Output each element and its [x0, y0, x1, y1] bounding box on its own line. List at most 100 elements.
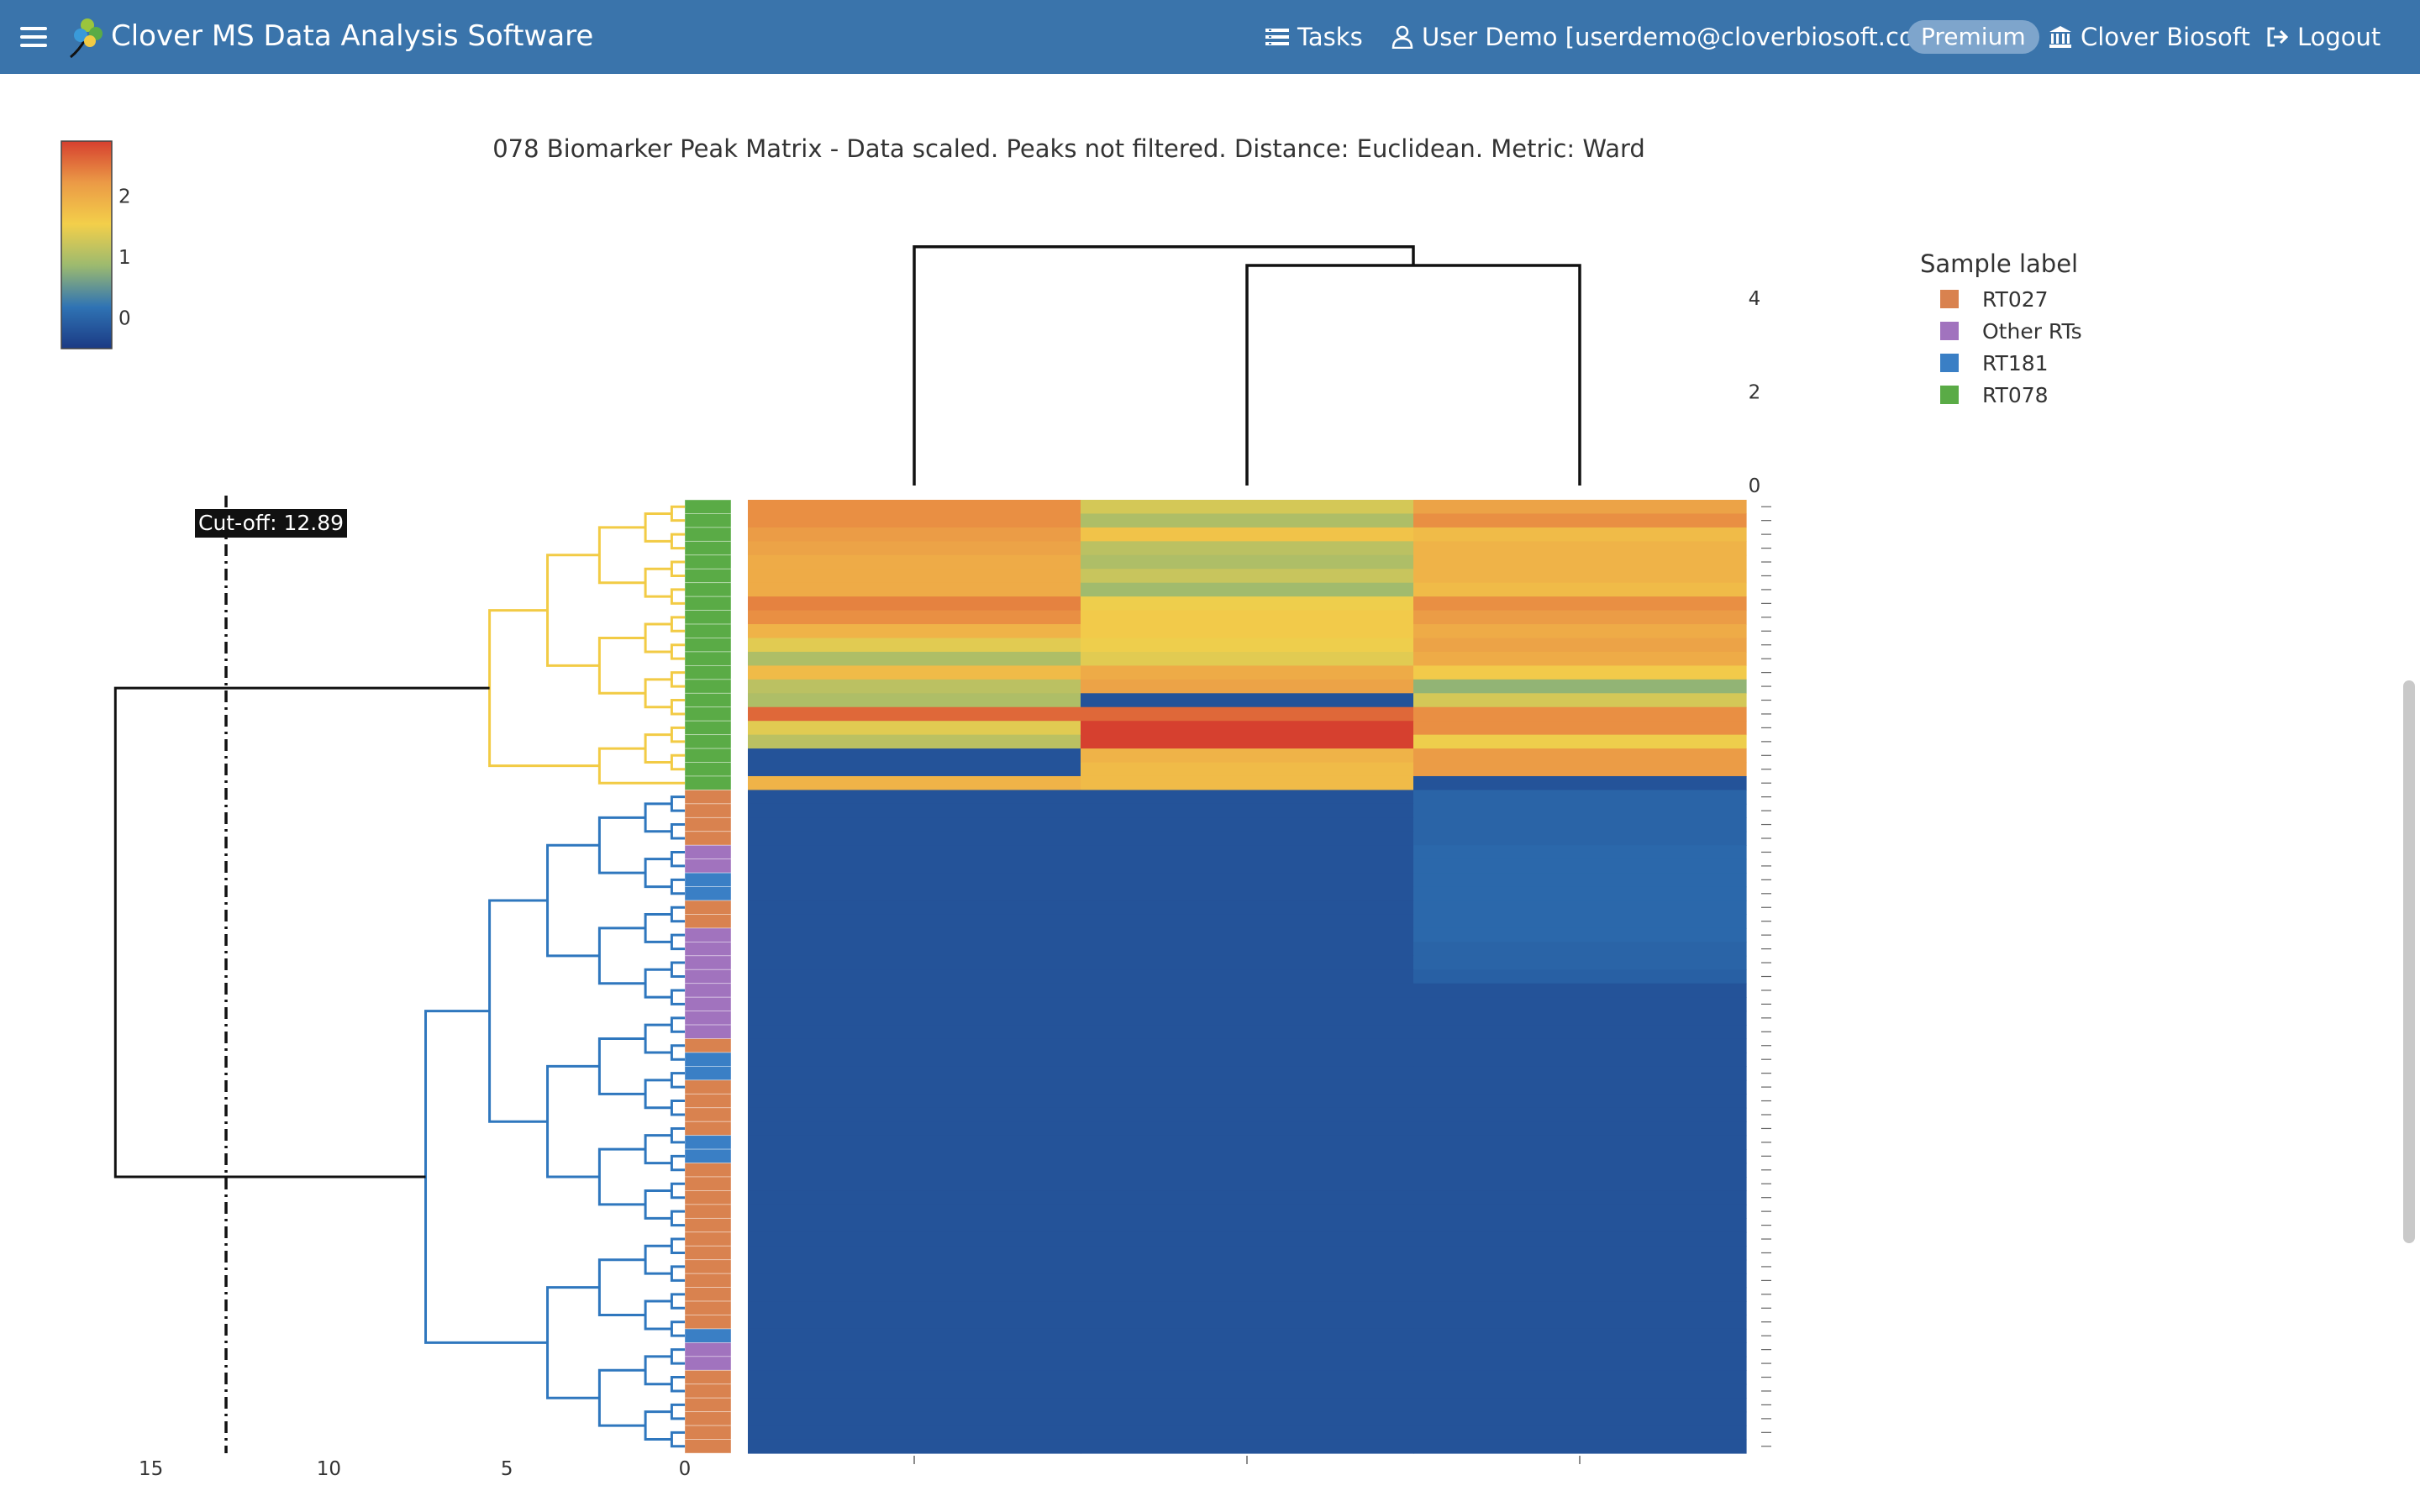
heatmap-cell — [1081, 1094, 1414, 1109]
heatmap-cell — [1081, 831, 1414, 846]
hamburger-menu-icon[interactable] — [18, 22, 49, 52]
row-label-cell — [684, 872, 732, 887]
row-label-cell — [684, 1066, 732, 1081]
row-dendrogram-link — [546, 843, 600, 958]
heatmap-cell — [748, 927, 1081, 942]
heatmap-cell — [1081, 997, 1414, 1012]
heatmap-cell — [748, 582, 1081, 597]
row-label-cell — [684, 941, 732, 957]
legend-label: Other RTs — [1982, 318, 2082, 344]
row-label-cell — [684, 554, 732, 570]
heatmap-cell — [748, 790, 1081, 805]
row-label-cell — [684, 1300, 732, 1315]
heatmap — [748, 500, 1747, 1454]
heatmap-cell — [1413, 1094, 1747, 1109]
row-dendrogram-link — [546, 1064, 600, 1179]
row-dendrogram-link — [670, 671, 685, 688]
heatmap-cell — [1413, 886, 1747, 901]
heatmap-cell — [1081, 790, 1414, 805]
row-dendrogram-link — [670, 1403, 685, 1420]
heatmap-cell — [1081, 734, 1414, 749]
heatmap-cell — [1081, 1231, 1414, 1247]
heatmap-cell — [1413, 762, 1747, 777]
row-label-cell — [684, 1383, 732, 1399]
col-dendrogram-tick-label: 0 — [1749, 475, 1761, 497]
row-label-cell — [684, 1011, 732, 1026]
legend-item[interactable]: Other RTs — [1920, 315, 2082, 347]
row-label-cell — [684, 1163, 732, 1178]
row-label-cell — [684, 1259, 732, 1274]
heatmap-cell — [748, 500, 1081, 515]
heatmap-cell — [1413, 1439, 1747, 1454]
legend-item[interactable]: RT078 — [1920, 379, 2082, 411]
heatmap-cell — [1413, 1218, 1747, 1233]
heatmap-cell — [748, 900, 1081, 916]
clover-logo-icon[interactable] — [67, 13, 106, 60]
row-label-cell — [684, 1052, 732, 1067]
heatmap-cell — [748, 1218, 1081, 1233]
logout-link[interactable]: Logout — [2265, 18, 2381, 55]
heatmap-cell — [1081, 817, 1414, 832]
row-dendrogram-link — [670, 1320, 685, 1337]
heatmap-cell — [1413, 927, 1747, 942]
heatmap-cell — [1413, 858, 1747, 874]
heatmap-cell — [748, 1273, 1081, 1289]
heatmap-cell — [1081, 858, 1414, 874]
row-dendrogram-link — [670, 1376, 685, 1393]
row-dendrogram-link — [670, 1126, 685, 1144]
heatmap-cell — [1413, 665, 1747, 680]
heatmap-cell — [1081, 1135, 1414, 1150]
user-account-link[interactable]: User Demo [userdemo@cloverbiosoft.com] — [1392, 18, 1947, 55]
row-label-cell — [684, 983, 732, 998]
heatmap-cell — [748, 596, 1081, 612]
heatmap-cell — [748, 638, 1081, 653]
top-navbar: Clover MS Data Analysis Software Tasks U… — [0, 0, 2420, 74]
legend-item[interactable]: RT181 — [1920, 347, 2082, 379]
heatmap-cell — [1081, 942, 1414, 957]
row-label-cell — [684, 900, 732, 915]
row-dendrogram-link — [670, 1431, 685, 1448]
legend-item[interactable]: RT027 — [1920, 283, 2082, 315]
heatmap-cell — [1081, 1287, 1414, 1302]
heatmap-cell — [1413, 1273, 1747, 1289]
heatmap-cell — [1081, 1107, 1414, 1122]
page-scrollbar[interactable] — [2403, 680, 2415, 1243]
row-label-cell — [684, 610, 732, 625]
heatmap-cell — [1081, 1301, 1414, 1316]
heatmap-cell — [1413, 624, 1747, 639]
heatmap-cell — [1413, 1287, 1747, 1302]
tasks-link[interactable]: Tasks — [1265, 18, 1363, 55]
row-label-cell — [684, 886, 732, 901]
app-title[interactable]: Clover MS Data Analysis Software — [111, 19, 594, 53]
heatmap-cell — [1081, 1190, 1414, 1205]
heatmap-cell — [1081, 1328, 1414, 1344]
row-dendrogram-link — [488, 899, 548, 1123]
row-dendrogram-link — [670, 1182, 685, 1200]
heatmap-cell — [748, 1163, 1081, 1178]
row-label-cell — [684, 1231, 732, 1247]
row-label-cell — [684, 1356, 732, 1371]
heatmap-cell — [1413, 1204, 1747, 1219]
company-link[interactable]: Clover Biosoft — [2049, 18, 2250, 55]
row-dendrogram-link — [644, 968, 672, 999]
heatmap-cell — [1081, 1052, 1414, 1068]
row-dendrogram-link — [644, 1079, 672, 1110]
heatmap-cell — [748, 1038, 1081, 1053]
heatmap-cell — [1081, 1273, 1414, 1289]
row-dendrogram-link — [644, 1244, 672, 1275]
row-label-cell — [684, 1121, 732, 1137]
row-dendrogram-tick-label: 0 — [679, 1458, 692, 1480]
row-dendrogram-link — [670, 1348, 685, 1365]
heatmap-cell — [748, 1301, 1081, 1316]
heatmap-cell — [748, 665, 1081, 680]
company-label: Clover Biosoft — [2081, 23, 2250, 51]
clustergram-plot[interactable]: 0 2 4 15 10 5 0 0 1 2 — [0, 74, 2420, 1512]
heatmap-cell — [1413, 513, 1747, 528]
heatmap-cell — [1413, 1011, 1747, 1026]
row-label-cell — [684, 1135, 732, 1150]
legend-label: RT027 — [1982, 286, 2049, 312]
row-label-cell — [684, 831, 732, 846]
row-dendrogram-link — [670, 1044, 685, 1061]
heatmap-cell — [1413, 569, 1747, 584]
premium-badge[interactable]: Premium — [1907, 20, 2039, 54]
